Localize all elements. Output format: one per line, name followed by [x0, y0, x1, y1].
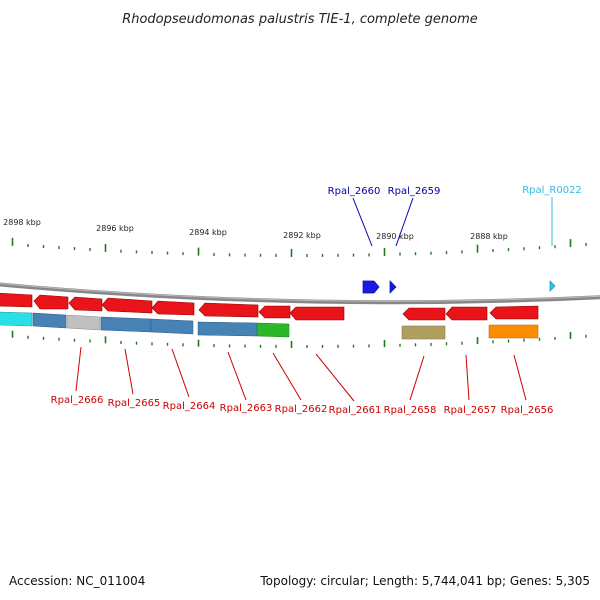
gene-arrow[interactable] [151, 300, 195, 316]
gene-label-rpal-2664[interactable]: Rpal_2664 [163, 401, 216, 412]
kbp-label-2888: 2888 kbp [470, 232, 508, 241]
leader-line [272, 352, 302, 401]
cog-bar [150, 318, 194, 335]
gene-arrow[interactable] [445, 306, 488, 321]
gene-label-rpal-2656[interactable]: Rpal_2656 [501, 405, 554, 416]
gene-label-rpal-2660[interactable]: Rpal_2660 [328, 186, 381, 197]
cog-bar [256, 322, 290, 338]
leader-line [352, 197, 373, 247]
map-title: Rhodopseudomonas palustris TIE-1, comple… [122, 12, 478, 27]
cog-bar [66, 314, 101, 331]
leader-line [171, 348, 190, 398]
gene-label-rpal-2663[interactable]: Rpal_2663 [220, 403, 273, 414]
gene-label-rpal-2658[interactable]: Rpal_2658 [384, 405, 437, 416]
leader-line [513, 354, 527, 401]
gene-arrow[interactable] [68, 296, 103, 312]
gene-arrow[interactable] [489, 305, 539, 320]
cog-bar [0, 311, 33, 327]
kbp-label-2894: 2894 kbp [189, 228, 227, 237]
gene-rpal-2659-arrow[interactable] [389, 280, 397, 294]
topology-text: Topology: circular; Length: 5,744,041 bp… [260, 574, 590, 588]
gene-arrow[interactable] [258, 305, 291, 319]
gene-arrow[interactable] [198, 302, 259, 318]
cog-bar [488, 324, 539, 339]
gene-arrow[interactable] [33, 294, 69, 310]
outer-tick-marks [11, 237, 587, 257]
gene-rpal-r0022-arrow[interactable] [549, 280, 556, 292]
gene-arrow[interactable] [402, 307, 446, 321]
accession-text: Accession: NC_011004 [9, 574, 146, 588]
cog-category-bars [0, 311, 539, 340]
gene-arrow[interactable] [101, 297, 153, 314]
gene-rpal-2660-arrow[interactable] [362, 280, 380, 294]
kbp-label-2892: 2892 kbp [283, 231, 321, 240]
gene-label-rpal-2657[interactable]: Rpal_2657 [444, 405, 497, 416]
kbp-label-2898: 2898 kbp [3, 218, 41, 227]
cog-bar [197, 321, 258, 337]
leader-line [465, 354, 470, 401]
gene-label-rpal-2661[interactable]: Rpal_2661 [329, 405, 382, 416]
gene-label-rpal-2662[interactable]: Rpal_2662 [275, 404, 328, 415]
kbp-label-2890: 2890 kbp [376, 232, 414, 241]
leader-line [315, 353, 355, 402]
gene-arrow[interactable] [0, 292, 33, 308]
leader-line [395, 197, 414, 247]
leader-line [409, 355, 425, 401]
gene-arrow[interactable] [289, 306, 345, 321]
gene-labels: Rpal_2666 Rpal_2665 Rpal_2664 Rpal_2663 … [51, 185, 582, 416]
cog-bar [100, 316, 152, 333]
gene-label-rpal-2666[interactable]: Rpal_2666 [51, 395, 104, 406]
genome-backbone-highlight [0, 282, 600, 302]
leader-line [124, 348, 134, 395]
leader-line [227, 351, 247, 401]
reverse-strand-genes [0, 292, 539, 321]
inner-tick-marks [11, 330, 587, 348]
genome-backbone [0, 282, 600, 305]
kbp-labels: 2898 kbp 2896 kbp 2894 kbp 2892 kbp 2890… [3, 218, 508, 241]
gene-label-rpal-2659[interactable]: Rpal_2659 [388, 186, 441, 197]
gene-label-rpal-2665[interactable]: Rpal_2665 [108, 398, 161, 409]
leader-line [75, 346, 82, 392]
cog-bar [32, 312, 67, 329]
kbp-label-2896: 2896 kbp [96, 224, 134, 233]
label-leader-lines [75, 197, 553, 402]
gene-label-rpal-r0022[interactable]: Rpal_R0022 [522, 185, 582, 196]
cog-bar [401, 325, 446, 340]
